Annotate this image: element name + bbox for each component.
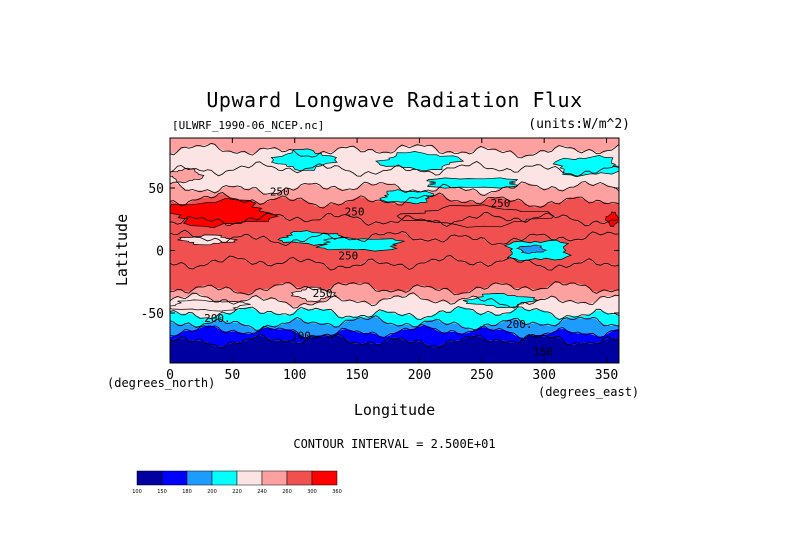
x-tick-label: 250	[470, 368, 493, 383]
colorbar-level-label: 220	[232, 489, 242, 495]
heatmap-feature	[552, 155, 619, 178]
colorbar-swatch	[161, 470, 188, 486]
colorbar-level-label: 240	[257, 489, 267, 495]
heatmap-band	[170, 317, 619, 338]
y-tick-label: 50	[148, 182, 164, 197]
contour-line	[170, 192, 619, 209]
file-label: [ULWRF_1990-06_NCEP.nc]	[172, 119, 325, 132]
colorbar-level-label: 150	[157, 489, 167, 495]
contour-line	[170, 161, 619, 177]
units-label: (units:W/m^2)	[528, 117, 630, 132]
colorbar-swatch	[211, 470, 238, 486]
contour-interval-text: CONTOUR INTERVAL = 2.500E+01	[293, 437, 496, 451]
colorbar-swatch	[261, 470, 288, 486]
contour-line	[170, 181, 619, 197]
x-tick-label: 300	[532, 368, 555, 383]
colorbar-level-label: 260	[282, 489, 292, 495]
contour-line	[170, 324, 619, 340]
contour-line	[170, 229, 619, 247]
contour-line	[170, 255, 619, 271]
x-unit-right: (degrees_east)	[538, 385, 640, 399]
colorbar-swatch	[186, 470, 213, 486]
heatmap-band	[170, 325, 619, 348]
contour-lines	[170, 142, 619, 349]
contour-labels: 250 250 250. 200. 200. 100 150 250 250	[204, 186, 553, 359]
heatmap-feature	[396, 204, 555, 228]
x-tick-label: 350	[595, 368, 618, 383]
colorbar-level-label: 200	[207, 489, 217, 495]
heatmap-feature	[425, 177, 519, 189]
contour-line	[170, 306, 619, 321]
y-tick-label: -50	[141, 307, 164, 322]
contour-line	[170, 292, 619, 309]
colorbar-swatch	[236, 470, 263, 486]
y-tick-label: 0	[156, 245, 164, 260]
contour-label: 250.	[313, 287, 340, 300]
contour-label: 250	[338, 249, 358, 262]
heatmap-feature	[375, 151, 465, 172]
heatmap-feature	[515, 244, 548, 254]
colorbar-level-label: 300	[307, 489, 317, 495]
heatmap-feature	[170, 197, 280, 228]
contour-label: 250	[345, 206, 365, 219]
x-tick-label: 50	[225, 368, 241, 383]
colorbar-level-label: 180	[182, 489, 192, 495]
contour-line	[170, 212, 619, 227]
heatmap-feature	[605, 211, 619, 228]
contour-label: 150	[533, 346, 553, 359]
heatmap-band	[170, 256, 619, 295]
colorbar: 100 150 180 200 220 240 260 300 360	[132, 470, 342, 495]
contour-line	[170, 142, 619, 159]
contour-label: 200.	[506, 318, 533, 331]
heatmap-features	[170, 148, 619, 312]
x-unit-left: (degrees_north)	[107, 376, 216, 390]
x-tick-label: 0	[166, 368, 174, 383]
contour-label: 250	[491, 197, 511, 210]
x-tick-label: 100	[283, 368, 306, 383]
contour-label: 200.	[204, 312, 231, 325]
heatmap-feature	[379, 189, 434, 205]
colorbar-swatch	[311, 470, 338, 486]
heatmap-band	[170, 307, 619, 330]
colorbar-level-label: 100	[132, 489, 142, 495]
heatmap-feature	[315, 237, 405, 252]
y-axis-label: Latitude	[113, 213, 131, 287]
heatmap-feature	[270, 148, 338, 172]
contour-line	[170, 315, 619, 332]
contour-line	[170, 281, 619, 296]
x-tick-label: 200	[408, 368, 431, 383]
colorbar-level-label: 360	[332, 489, 342, 495]
heatmap-band	[170, 231, 619, 270]
heatmap-feature	[290, 286, 337, 302]
axes: 0 50 100 150 200 250 300 350 50 0 -50	[141, 138, 619, 383]
colorbar-swatch	[286, 470, 313, 486]
contour-line	[170, 333, 619, 349]
contour-label: 250	[270, 186, 290, 199]
x-tick-label: 150	[345, 368, 368, 383]
x-axis-label: Longitude	[353, 401, 436, 419]
heatmap-band	[170, 138, 619, 158]
contour-label: 100	[291, 329, 311, 342]
colorbar-swatch	[136, 470, 163, 486]
chart-title: Upward Longwave Radiation Flux	[206, 88, 583, 112]
